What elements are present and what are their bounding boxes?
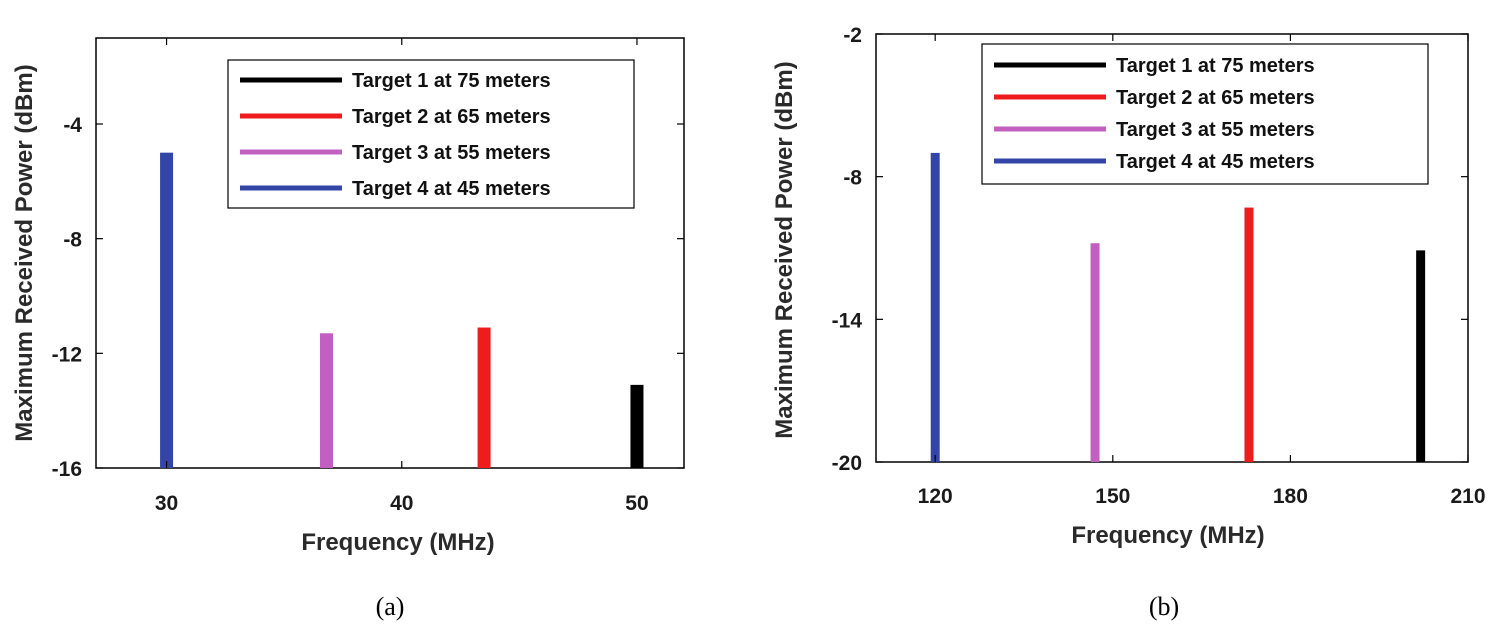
legend-box-a xyxy=(227,59,635,209)
panel-a: -4 -8 -12 -16 30 40 50 Frequency (MHz) Maximu… xyxy=(11,37,685,621)
y-tick-label-b-3: -20 xyxy=(832,452,862,475)
legend-b: Target 1 at 75 meters Target 2 at 65 mete… xyxy=(981,43,1429,185)
legend-label-b-3: Target 3 at 55 meters xyxy=(1116,119,1315,141)
y-axis-label-a: Maximum Received Power (dBm) xyxy=(11,64,38,441)
x-tick-label-a-1: 40 xyxy=(390,492,413,515)
y-tick-label-b-1: -8 xyxy=(843,167,862,190)
legend-label-b-4: Target 4 at 45 meters xyxy=(1116,151,1315,173)
y-tick-label-b-2: -14 xyxy=(832,309,863,332)
legend-label-b-1: Target 1 at 75 meters xyxy=(1116,55,1315,77)
y-tick-label-a-0: -4 xyxy=(63,114,82,137)
y-ticks-a: -4 -8 -12 -16 xyxy=(52,114,684,481)
bars-b xyxy=(930,152,1426,462)
y-tick-label-b-0: -2 xyxy=(843,24,862,47)
y-axis-label-b: Maximum Received Power (dBm) xyxy=(771,61,798,438)
x-axis-label-a: Frequency (MHz) xyxy=(301,529,494,556)
legend-a: Target 1 at 75 meters Target 2 at 65 mete… xyxy=(227,59,635,209)
legend-label-a-4: Target 4 at 45 meters xyxy=(352,178,551,200)
panel-caption-a: (a) xyxy=(376,592,405,621)
x-tick-label-a-0: 30 xyxy=(155,492,178,515)
bar-b-4 xyxy=(930,152,940,462)
bars-a xyxy=(160,152,644,468)
bar-a-4 xyxy=(160,152,174,468)
y-tick-label-a-3: -16 xyxy=(52,458,82,481)
legend-label-a-1: Target 1 at 75 meters xyxy=(352,70,551,92)
bar-a-3 xyxy=(319,333,333,468)
bar-a-2 xyxy=(477,327,491,468)
legend-label-a-2: Target 2 at 65 meters xyxy=(352,106,551,128)
plot-frame-a xyxy=(95,37,685,469)
bar-b-3 xyxy=(1090,243,1100,462)
legend-label-b-2: Target 2 at 65 meters xyxy=(1116,87,1315,109)
x-tick-label-a-2: 50 xyxy=(625,492,648,515)
x-tick-label-b-3: 210 xyxy=(1450,485,1485,508)
bar-b-2 xyxy=(1244,207,1254,462)
x-tick-label-b-2: 180 xyxy=(1273,485,1308,508)
legend-label-a-3: Target 3 at 55 meters xyxy=(352,142,551,164)
panel-b: -2-8-14-20 120 150 180 210 Frequency (MHz) … xyxy=(771,24,1486,621)
x-ticks-b: 120 150 180 210 xyxy=(918,34,1486,508)
x-axis-label-b: Frequency (MHz) xyxy=(1071,522,1264,549)
panel-caption-b: (b) xyxy=(1149,592,1179,621)
y-tick-label-a-2: -12 xyxy=(52,343,82,366)
x-ticks-a: 30 40 50 xyxy=(155,38,649,515)
bar-a-1 xyxy=(630,384,644,468)
x-tick-label-b-1: 150 xyxy=(1095,485,1130,508)
y-tick-label-a-1: -8 xyxy=(63,229,82,252)
y-ticks-b: -2 -8 -14 -20 xyxy=(832,24,1468,475)
plot-frame-b xyxy=(875,33,1469,463)
x-tick-label-b-0: 120 xyxy=(918,485,953,508)
bar-b-1 xyxy=(1416,250,1426,462)
